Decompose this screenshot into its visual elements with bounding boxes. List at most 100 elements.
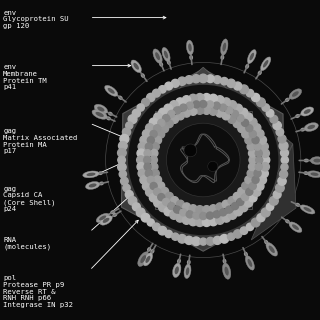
Circle shape	[161, 188, 169, 195]
Circle shape	[252, 124, 261, 132]
Circle shape	[261, 208, 270, 217]
Circle shape	[153, 223, 160, 231]
Ellipse shape	[303, 171, 308, 175]
Circle shape	[256, 156, 263, 164]
Circle shape	[246, 125, 253, 132]
Ellipse shape	[225, 267, 229, 276]
Circle shape	[176, 214, 184, 222]
Circle shape	[171, 116, 179, 123]
Circle shape	[123, 128, 131, 136]
Circle shape	[159, 204, 167, 212]
Ellipse shape	[177, 259, 181, 264]
Circle shape	[138, 142, 147, 151]
Circle shape	[178, 77, 186, 85]
Circle shape	[142, 130, 151, 138]
Circle shape	[206, 237, 214, 245]
Circle shape	[279, 141, 288, 150]
Circle shape	[234, 104, 242, 113]
Circle shape	[186, 102, 193, 109]
Circle shape	[147, 219, 154, 226]
Circle shape	[269, 196, 278, 205]
Ellipse shape	[295, 114, 300, 118]
Circle shape	[249, 149, 256, 157]
Ellipse shape	[310, 172, 318, 176]
Ellipse shape	[303, 207, 312, 212]
Circle shape	[266, 203, 274, 211]
Ellipse shape	[103, 218, 109, 223]
Ellipse shape	[301, 107, 314, 116]
Text: RNA
(molecules): RNA (molecules)	[3, 237, 51, 250]
Ellipse shape	[110, 210, 115, 214]
Ellipse shape	[222, 43, 226, 52]
Ellipse shape	[99, 181, 104, 185]
Circle shape	[261, 156, 270, 164]
Circle shape	[185, 236, 193, 244]
Ellipse shape	[146, 256, 150, 263]
Circle shape	[242, 182, 249, 190]
Circle shape	[144, 156, 151, 164]
Circle shape	[257, 214, 265, 222]
Circle shape	[273, 121, 281, 130]
Circle shape	[203, 93, 211, 102]
Circle shape	[261, 163, 269, 171]
Circle shape	[144, 163, 151, 170]
Circle shape	[196, 107, 204, 114]
Circle shape	[234, 230, 242, 238]
Ellipse shape	[175, 266, 179, 274]
Circle shape	[245, 136, 252, 144]
Circle shape	[209, 217, 218, 226]
Circle shape	[170, 101, 178, 109]
Ellipse shape	[94, 104, 108, 114]
Ellipse shape	[83, 171, 99, 178]
Circle shape	[147, 176, 154, 183]
Circle shape	[118, 141, 127, 150]
Circle shape	[166, 123, 240, 197]
Circle shape	[137, 104, 144, 111]
Ellipse shape	[310, 157, 320, 164]
Ellipse shape	[245, 256, 254, 270]
Circle shape	[247, 143, 255, 150]
Circle shape	[189, 217, 197, 226]
Circle shape	[206, 75, 214, 83]
Circle shape	[216, 96, 224, 104]
Circle shape	[150, 131, 157, 138]
Ellipse shape	[223, 259, 227, 264]
Circle shape	[168, 203, 175, 210]
Circle shape	[273, 190, 281, 198]
Circle shape	[165, 192, 173, 200]
Circle shape	[152, 143, 159, 150]
Circle shape	[183, 203, 190, 211]
Text: gag
Capsid CA
(Core Shell)
p24: gag Capsid CA (Core Shell) p24	[3, 186, 56, 212]
Ellipse shape	[95, 112, 104, 117]
Circle shape	[216, 109, 224, 117]
Ellipse shape	[308, 125, 315, 129]
Circle shape	[257, 98, 265, 107]
Circle shape	[137, 163, 145, 171]
Ellipse shape	[285, 98, 290, 102]
Ellipse shape	[153, 49, 162, 63]
Circle shape	[154, 136, 162, 144]
Circle shape	[180, 209, 187, 216]
Circle shape	[157, 182, 165, 190]
Circle shape	[132, 109, 140, 117]
Ellipse shape	[307, 171, 320, 178]
Circle shape	[128, 196, 137, 205]
Ellipse shape	[304, 109, 311, 114]
Circle shape	[228, 233, 235, 240]
Ellipse shape	[220, 55, 224, 60]
Circle shape	[278, 135, 286, 143]
Ellipse shape	[138, 252, 149, 267]
Circle shape	[233, 120, 241, 128]
Circle shape	[146, 188, 154, 196]
Circle shape	[220, 209, 227, 216]
Ellipse shape	[133, 63, 139, 70]
Ellipse shape	[105, 85, 118, 96]
Ellipse shape	[250, 53, 254, 60]
Ellipse shape	[247, 259, 252, 267]
Circle shape	[196, 93, 204, 102]
Circle shape	[234, 207, 242, 216]
Circle shape	[146, 124, 154, 132]
Circle shape	[281, 149, 288, 157]
Circle shape	[249, 194, 257, 202]
Circle shape	[270, 115, 278, 123]
